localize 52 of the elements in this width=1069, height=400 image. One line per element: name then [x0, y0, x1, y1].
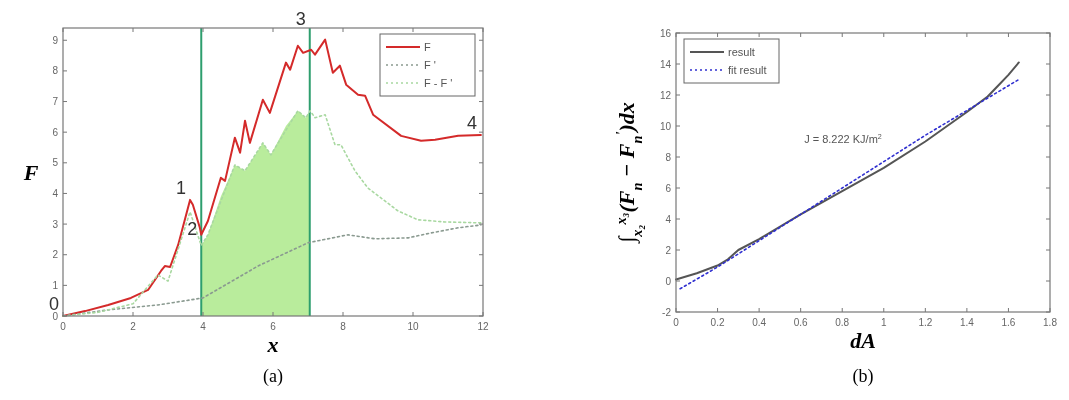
annotation: J = 8.222 KJ/m$^{2}$: [804, 133, 882, 145]
y-tick-label: 9: [52, 34, 59, 46]
x-tick-label: 8: [340, 321, 347, 332]
y-tick-label: 14: [659, 58, 672, 70]
y-tick-label: 4: [52, 187, 59, 199]
x-tick-label: 0.2: [710, 317, 725, 328]
x-axis-title: dA: [850, 328, 876, 353]
y-tick-label: 2: [52, 249, 59, 261]
y-tick-label: 3: [52, 218, 59, 230]
x-tick-label: 2: [130, 321, 137, 332]
x-tick-label: 1.2: [918, 317, 933, 328]
y-tick-label: 6: [665, 182, 672, 194]
annotation: 1: [176, 177, 187, 198]
annotation: 3: [295, 9, 306, 30]
y-tick-label: 7: [52, 96, 59, 108]
x-tick-label: 0.4: [752, 317, 767, 328]
legend-label: F ': [424, 58, 436, 71]
x-axis-title: x: [266, 332, 279, 357]
x-tick-label: 1: [881, 317, 887, 328]
y-tick-label: 8: [52, 65, 59, 77]
x-tick-label: 0: [60, 321, 67, 332]
x-tick-label: 0: [673, 317, 680, 328]
text: (b): [852, 366, 874, 387]
x-tick-label: 0.8: [835, 317, 850, 328]
y-tick-label: 2: [665, 244, 672, 256]
legend-label: F - F ': [424, 76, 453, 89]
legend-label: result: [728, 45, 755, 58]
text: (a): [263, 366, 283, 387]
y-tick-label: 8: [665, 151, 672, 163]
x-tick-label: 6: [270, 321, 277, 332]
annotation: 2: [187, 218, 198, 239]
annotation: 4: [466, 112, 477, 133]
y-tick-label: 16: [659, 27, 672, 39]
y-tick-label: 0: [665, 275, 672, 287]
x-tick-label: 12: [477, 321, 489, 332]
y-tick-label: 6: [52, 126, 59, 138]
y-tick-label: 12: [659, 89, 672, 101]
y-tick-label: -2: [662, 306, 672, 318]
x-tick-label: 1.6: [1001, 317, 1016, 328]
x-tick-label: 4: [200, 321, 207, 332]
y-tick-label: 4: [665, 213, 672, 225]
x-tick-label: 10: [407, 321, 419, 332]
x-tick-label: 1.8: [1043, 317, 1058, 328]
legend-label: fit result: [728, 63, 767, 76]
line-series: [62, 38, 482, 317]
legend-label: F: [424, 40, 431, 53]
y-tick-label: 1: [52, 279, 59, 291]
y-axis-title: F: [22, 159, 39, 185]
x-tick-label: 1.4: [959, 317, 975, 328]
y-tick-label: 10: [659, 120, 672, 132]
y-tick-label: 5: [52, 157, 59, 169]
x-tick-label: 0.6: [793, 317, 809, 328]
